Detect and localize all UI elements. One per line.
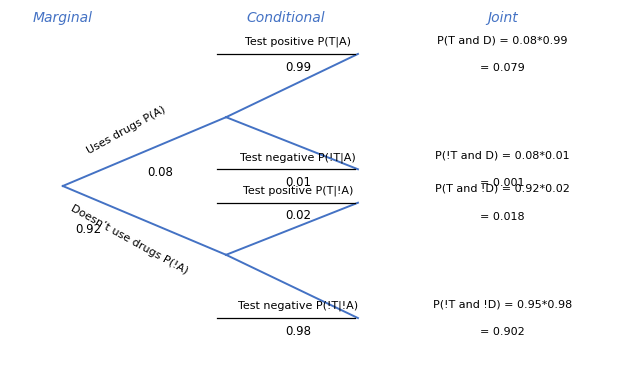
- Text: 0.98: 0.98: [285, 325, 311, 338]
- Text: 0.92: 0.92: [75, 223, 101, 236]
- Text: = 0.902: = 0.902: [480, 327, 525, 337]
- Text: = 0.018: = 0.018: [480, 212, 525, 222]
- Text: Uses drugs P(A): Uses drugs P(A): [85, 105, 168, 156]
- Text: Test negative P(!T|!A): Test negative P(!T|!A): [238, 301, 359, 311]
- Text: = 0.079: = 0.079: [480, 63, 525, 73]
- Text: P(T and D) = 0.08*0.99: P(T and D) = 0.08*0.99: [437, 35, 568, 45]
- Text: 0.02: 0.02: [285, 209, 311, 222]
- Text: = 0.001: = 0.001: [480, 178, 524, 188]
- Text: Joint: Joint: [487, 11, 517, 25]
- Text: 0.99: 0.99: [285, 61, 311, 74]
- Text: Test negative P(!T|A): Test negative P(!T|A): [241, 152, 356, 163]
- Text: Test positive P(T|A): Test positive P(T|A): [246, 37, 351, 47]
- Text: Test positive P(T|!A): Test positive P(T|!A): [243, 186, 354, 196]
- Text: P(!T and D) = 0.08*0.01: P(!T and D) = 0.08*0.01: [435, 150, 570, 160]
- Text: P(!T and !D) = 0.95*0.98: P(!T and !D) = 0.95*0.98: [433, 299, 572, 309]
- Text: P(T and !D) = 0.92*0.02: P(T and !D) = 0.92*0.02: [435, 184, 570, 194]
- Text: 0.01: 0.01: [285, 176, 311, 189]
- Text: Doesn’t use drugs P(!A): Doesn’t use drugs P(!A): [69, 203, 190, 276]
- Text: Marginal: Marginal: [33, 11, 93, 25]
- Text: 0.08: 0.08: [147, 166, 173, 179]
- Text: Conditional: Conditional: [246, 11, 325, 25]
